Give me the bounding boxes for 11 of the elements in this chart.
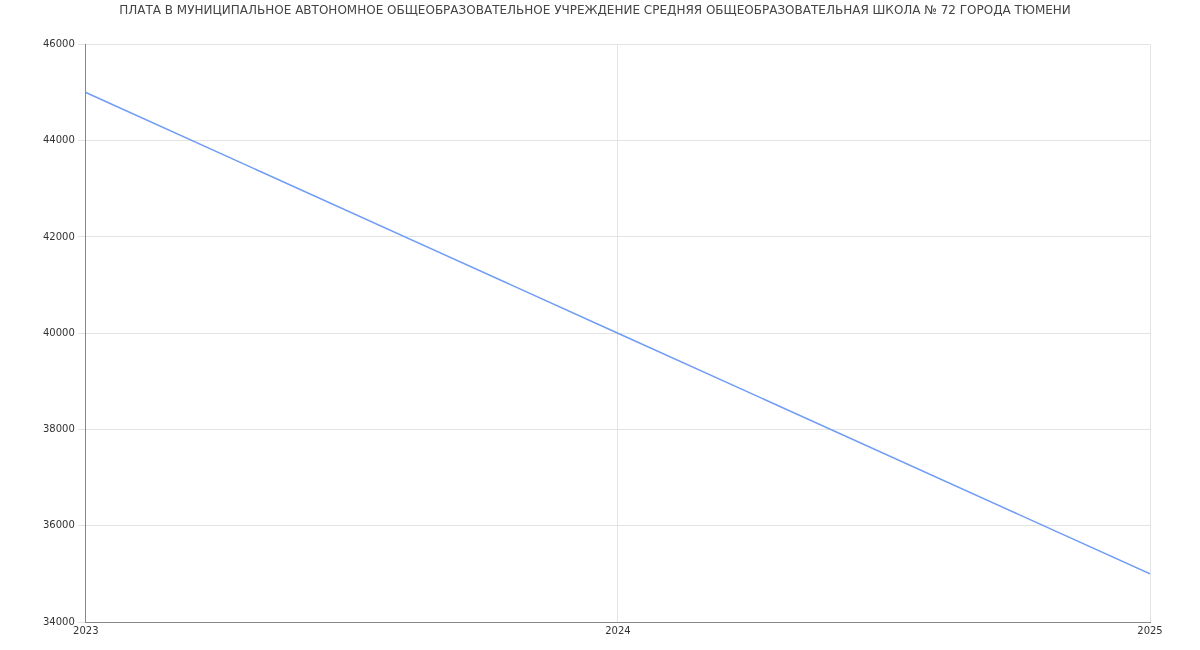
x-tick-label: 2024 [605,624,631,636]
y-tick-label: 42000 [43,230,75,242]
x-tick-label: 2025 [1137,624,1163,636]
y-tick-label: 46000 [43,37,75,49]
x-tick-label: 2023 [73,624,99,636]
chart-title: ПЛАТА В МУНИЦИПАЛЬНОЕ АВТОНОМНОЕ ОБЩЕОБРАЗОВАТЕЛЬНОЕ УЧРЕЖДЕНИЕ СРЕДНЯЯ ОБЩЕОБРАЗОВАТЕЛЬНАЯ ШКОЛА № 72 ГОРОДА ТЮМЕНИ [119,3,1071,18]
y-tick-label: 38000 [43,423,75,435]
y-tick-label: 44000 [43,134,75,146]
y-tick-label: 34000 [43,615,75,627]
y-tick-label: 36000 [43,519,75,531]
y-tick-label: 40000 [43,326,75,338]
